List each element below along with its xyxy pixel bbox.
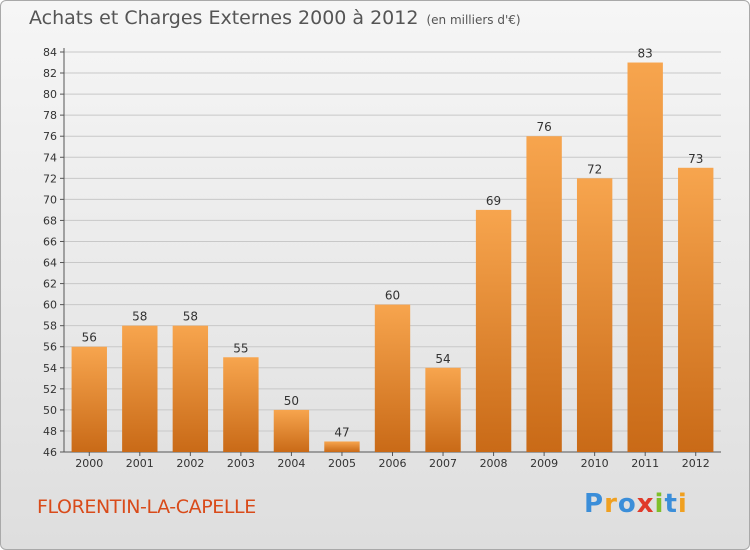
y-tick-label: 62 [43,278,57,291]
y-tick-label: 82 [43,67,57,80]
x-tick-label: 2004 [277,457,305,470]
data-label: 50 [284,394,299,408]
y-tick-label: 52 [43,383,57,396]
bar [273,409,310,452]
bar [324,441,360,452]
x-tick-label: 2005 [328,457,356,470]
y-tick-label: 74 [43,151,57,164]
data-label: 72 [587,162,602,176]
x-tick-label: 2007 [429,457,457,470]
x-tick-label: 2003 [227,457,255,470]
bar [223,357,259,452]
bar [425,367,461,452]
x-tick-label: 2001 [126,457,154,470]
x-tick-label: 2010 [581,457,609,470]
chart-title: Achats et Charges Externes 2000 à 2012 (e… [29,7,521,29]
x-tick-label: 2009 [530,457,558,470]
bars [71,62,714,453]
y-tick-labels: 46 48 50 52 54 56 58 60 62 64 66 68 70 72 74 76 78 80 82 84 [43,46,57,459]
data-label: 54 [435,352,450,366]
data-label: 47 [334,425,349,439]
y-tick-label: 60 [43,299,57,312]
data-label: 60 [385,289,400,303]
bar [627,62,663,453]
y-tick-label: 64 [43,257,57,270]
data-label: 55 [233,341,248,355]
data-label: 76 [536,120,551,134]
x-tick-label: 2006 [379,457,407,470]
data-label: 58 [183,310,198,324]
data-label: 73 [688,152,703,166]
x-tick-label: 2002 [176,457,204,470]
data-label: 58 [132,310,147,324]
x-tick-label: 2012 [682,457,710,470]
y-tick-label: 66 [43,235,57,248]
x-tick-labels: 2000 2001 2002 2003 2004 2005 2006 2007 2008 2009… [75,452,710,470]
chart-unit-note: (en milliers d'€) [426,13,521,27]
bar [678,167,714,452]
proxiti-logo: Proxiti [584,489,688,519]
commune-name: FLORENTIN-LA-CAPELLE [37,496,256,518]
bar [526,136,562,453]
y-tick-label: 56 [43,341,57,354]
bar [122,325,158,452]
y-tick-label: 84 [43,46,57,59]
y-tick-label: 80 [43,88,57,101]
y-tick-label: 54 [43,362,57,375]
bar [576,178,613,452]
x-tick-label: 2008 [480,457,508,470]
bar [172,325,209,452]
y-tick-label: 68 [43,214,57,227]
y-tick-label: 46 [43,446,57,459]
bar [71,346,107,452]
y-tick-label: 72 [43,172,57,185]
data-label: 69 [486,194,501,208]
chart-title-text: Achats et Charges Externes 2000 à 2012 [29,7,419,29]
y-tick-label: 70 [43,193,57,206]
y-tick-label: 58 [43,320,57,333]
x-tick-label: 2000 [75,457,103,470]
y-tick-label: 78 [43,109,57,122]
y-tick-label: 50 [43,404,57,417]
x-tick-label: 2011 [631,457,659,470]
data-labels: 56 58 58 55 50 47 60 54 69 76 72 83 73 [82,47,704,440]
y-tick-label: 48 [43,425,57,438]
y-tick-label: 76 [43,130,57,143]
bar [374,304,411,452]
data-label: 56 [82,331,97,345]
data-label: 83 [638,47,653,61]
bar [475,209,512,452]
